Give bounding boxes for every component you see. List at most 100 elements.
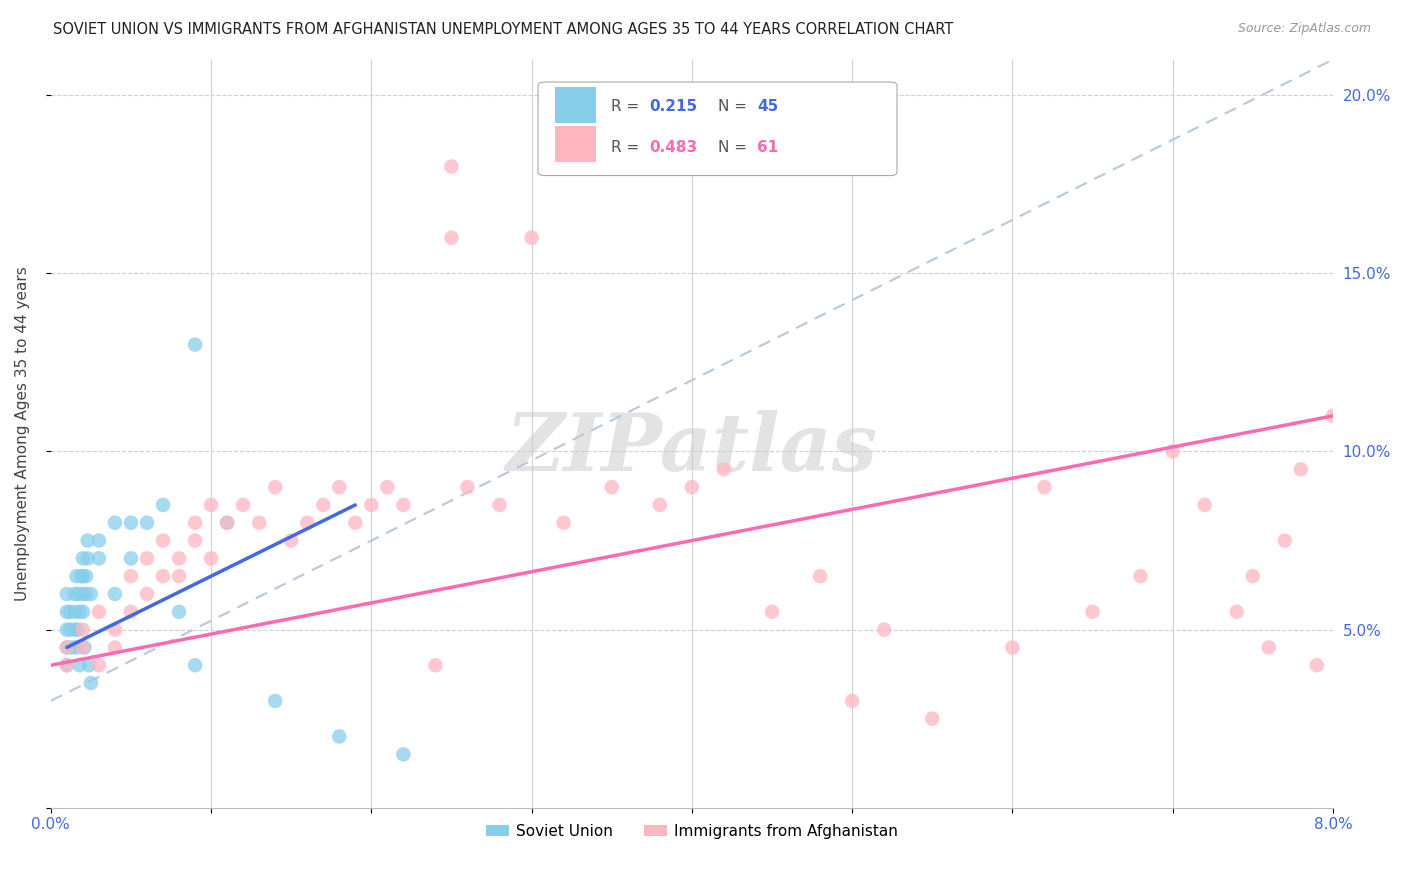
Point — [1274, 533, 1296, 548]
Point — [247, 516, 270, 530]
Point — [167, 551, 190, 566]
Point — [1226, 605, 1249, 619]
Point — [1241, 569, 1264, 583]
Point — [120, 605, 142, 619]
Text: R =: R = — [612, 99, 644, 114]
Point — [328, 730, 350, 744]
Point — [184, 516, 207, 530]
Point — [72, 640, 94, 655]
Point — [1194, 498, 1216, 512]
Point — [344, 516, 367, 530]
Point — [360, 498, 382, 512]
Point — [167, 569, 190, 583]
Point — [104, 640, 127, 655]
Point — [167, 605, 190, 619]
Point — [184, 533, 207, 548]
Point — [152, 533, 174, 548]
Point — [425, 658, 447, 673]
Point — [264, 694, 287, 708]
Point — [120, 551, 142, 566]
Text: 0.215: 0.215 — [650, 99, 697, 114]
Point — [457, 480, 479, 494]
Legend: Soviet Union, Immigrants from Afghanistan: Soviet Union, Immigrants from Afghanista… — [479, 818, 904, 845]
Point — [65, 640, 87, 655]
Point — [67, 623, 90, 637]
Point — [488, 498, 510, 512]
Point — [1001, 640, 1024, 655]
Point — [200, 498, 222, 512]
Point — [87, 658, 110, 673]
FancyBboxPatch shape — [538, 82, 897, 176]
Point — [600, 480, 623, 494]
Point — [63, 623, 86, 637]
Point — [681, 480, 703, 494]
Point — [152, 498, 174, 512]
Point — [72, 605, 94, 619]
Point — [392, 747, 415, 762]
Point — [67, 587, 90, 601]
Point — [328, 480, 350, 494]
Point — [70, 569, 93, 583]
Point — [184, 337, 207, 351]
Point — [312, 498, 335, 512]
Point — [56, 640, 79, 655]
Point — [59, 623, 82, 637]
Point — [553, 516, 575, 530]
Text: R =: R = — [612, 140, 644, 154]
Point — [184, 658, 207, 673]
Point — [440, 231, 463, 245]
Point — [264, 480, 287, 494]
Point — [104, 623, 127, 637]
Point — [648, 498, 671, 512]
Point — [56, 658, 79, 673]
Point — [120, 516, 142, 530]
Text: 61: 61 — [758, 140, 779, 154]
Point — [80, 587, 103, 601]
Point — [232, 498, 254, 512]
Point — [520, 231, 543, 245]
Y-axis label: Unemployment Among Ages 35 to 44 years: Unemployment Among Ages 35 to 44 years — [15, 267, 30, 601]
Point — [72, 587, 94, 601]
Point — [297, 516, 319, 530]
Point — [72, 569, 94, 583]
Point — [152, 569, 174, 583]
Point — [136, 551, 159, 566]
Point — [841, 694, 863, 708]
Point — [69, 605, 91, 619]
Text: SOVIET UNION VS IMMIGRANTS FROM AFGHANISTAN UNEMPLOYMENT AMONG AGES 35 TO 44 YEA: SOVIET UNION VS IMMIGRANTS FROM AFGHANIS… — [53, 22, 953, 37]
Point — [56, 587, 79, 601]
Point — [440, 160, 463, 174]
Point — [1257, 640, 1279, 655]
Text: N =: N = — [717, 99, 751, 114]
Point — [136, 587, 159, 601]
Point — [921, 712, 943, 726]
Point — [75, 587, 97, 601]
Point — [76, 551, 98, 566]
Point — [1289, 462, 1312, 476]
Point — [873, 623, 896, 637]
Point — [217, 516, 239, 530]
Point — [377, 480, 399, 494]
Text: 45: 45 — [758, 99, 779, 114]
Point — [1129, 569, 1152, 583]
Point — [104, 516, 127, 530]
Point — [76, 533, 98, 548]
Point — [392, 498, 415, 512]
Point — [63, 605, 86, 619]
Point — [1322, 409, 1344, 423]
Point — [120, 569, 142, 583]
Point — [72, 623, 94, 637]
Point — [280, 533, 302, 548]
Text: Source: ZipAtlas.com: Source: ZipAtlas.com — [1237, 22, 1371, 36]
FancyBboxPatch shape — [555, 87, 596, 123]
Point — [1161, 444, 1184, 458]
Point — [56, 623, 79, 637]
Point — [200, 551, 222, 566]
Point — [1033, 480, 1056, 494]
Point — [80, 676, 103, 690]
Text: 0.483: 0.483 — [650, 140, 697, 154]
FancyBboxPatch shape — [555, 126, 596, 162]
Text: N =: N = — [717, 140, 751, 154]
Point — [72, 551, 94, 566]
Point — [87, 551, 110, 566]
